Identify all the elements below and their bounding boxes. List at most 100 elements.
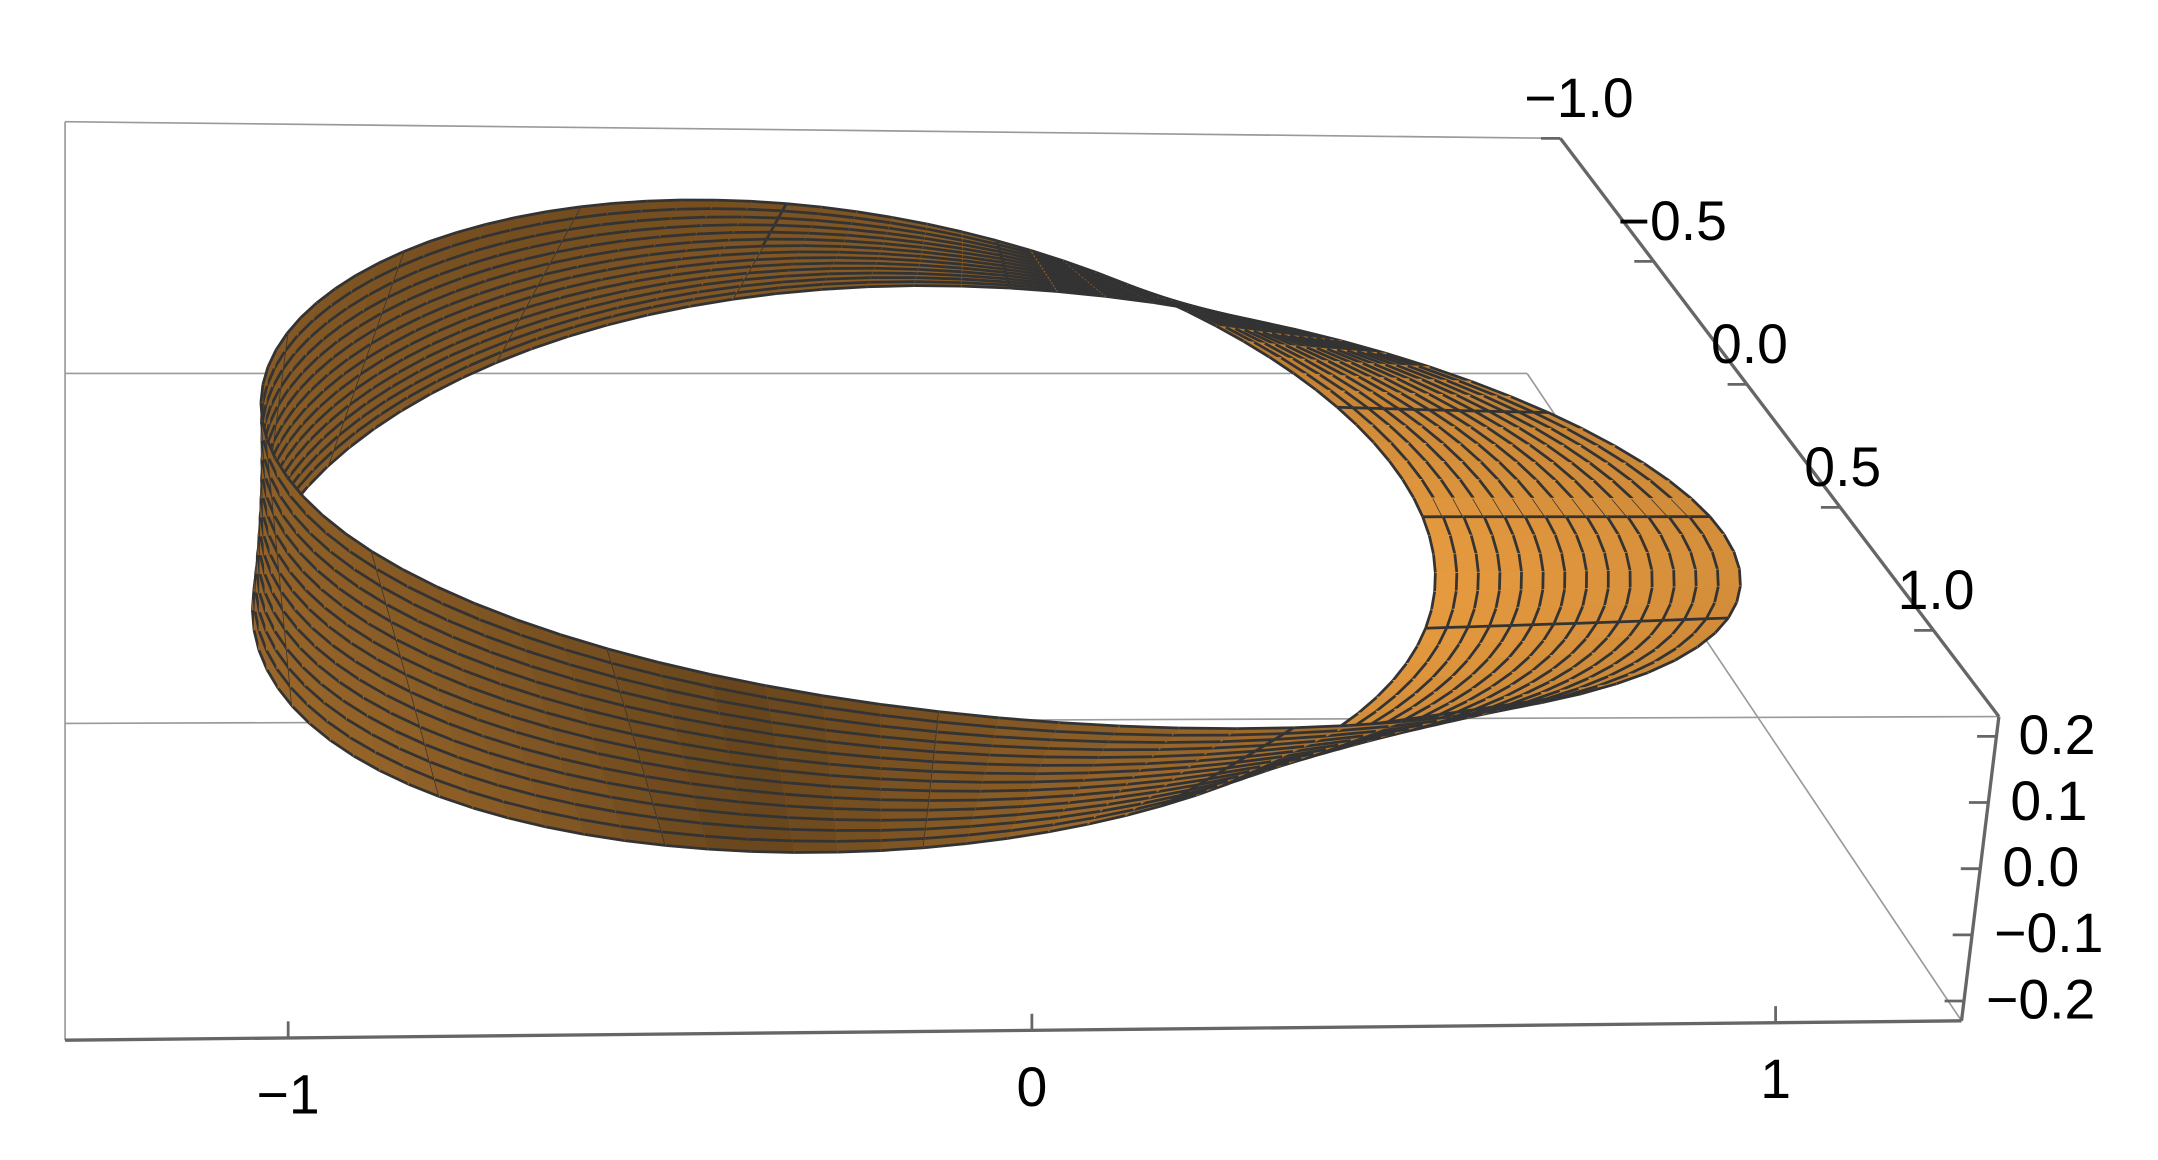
mesh-line <box>322 374 344 393</box>
mesh-line <box>1011 823 1054 832</box>
mesh-line <box>1351 406 1375 427</box>
mesh-line <box>784 792 833 799</box>
mesh-line <box>1510 623 1533 627</box>
mesh-line <box>1627 620 1642 638</box>
mesh-line <box>821 694 881 706</box>
mesh-line <box>357 312 382 329</box>
mesh-line <box>1375 694 1397 713</box>
mesh-line <box>525 649 571 666</box>
mesh-line <box>305 513 328 535</box>
mesh-line <box>478 718 517 734</box>
mesh-line <box>1280 333 1318 350</box>
mesh-line <box>888 226 927 236</box>
mesh-line <box>1198 774 1239 787</box>
mesh-line <box>1180 766 1227 775</box>
mesh-line <box>273 351 286 370</box>
mesh-line <box>1596 673 1629 688</box>
mesh-line <box>1646 552 1654 571</box>
mesh-line <box>1584 621 1599 640</box>
mesh-line <box>1225 326 1255 344</box>
mesh-line <box>1510 655 1531 674</box>
mesh-line <box>402 343 432 361</box>
mesh-line <box>1212 744 1265 750</box>
mesh-line <box>1095 271 1129 286</box>
mesh-line <box>362 296 388 313</box>
mesh-line <box>1416 627 1427 647</box>
mesh-line <box>336 326 359 343</box>
mesh-line <box>261 497 270 517</box>
mesh-line <box>975 805 1023 811</box>
mesh-line <box>1219 316 1255 333</box>
mesh-line <box>1456 393 1490 413</box>
mesh-line <box>503 234 536 245</box>
mesh-line <box>1591 651 1614 668</box>
mesh-line <box>620 690 670 705</box>
mesh-line <box>1674 645 1699 662</box>
mesh-line <box>466 254 498 267</box>
mesh-line <box>271 592 285 613</box>
mesh-line <box>439 795 474 810</box>
mesh-line <box>1408 377 1444 396</box>
mesh-line <box>1303 739 1351 748</box>
mesh-line <box>697 808 744 816</box>
mesh-line <box>1569 637 1587 656</box>
mesh-line <box>317 664 341 684</box>
mesh-line <box>751 850 795 854</box>
mesh-line <box>479 618 522 637</box>
mesh-line <box>467 685 507 702</box>
mesh-line <box>1338 735 1382 747</box>
mesh-line <box>808 231 847 237</box>
mesh-line <box>415 708 450 725</box>
mesh-line <box>321 514 347 535</box>
mesh-line <box>1367 407 1391 427</box>
surface-patch <box>1432 553 1458 574</box>
mesh-line <box>560 234 596 243</box>
mesh-line <box>560 633 609 651</box>
mesh-line <box>826 276 872 281</box>
mesh-line <box>1264 342 1294 360</box>
mesh-line <box>503 800 542 813</box>
mesh-line <box>1363 727 1410 738</box>
mesh-line <box>933 770 986 775</box>
surface-patch <box>1651 569 1675 589</box>
mesh-line <box>880 777 933 783</box>
mesh-line <box>1430 591 1437 611</box>
mesh-line <box>978 797 1027 802</box>
mesh-line <box>1156 783 1199 794</box>
mesh-line <box>503 284 538 298</box>
mesh-line <box>1462 516 1473 536</box>
mesh-line <box>422 637 459 655</box>
mesh-line <box>1587 663 1614 680</box>
mesh-line <box>1480 461 1500 482</box>
mesh-line <box>962 262 1005 271</box>
mesh-line <box>323 701 348 721</box>
mesh-line <box>541 316 580 331</box>
mesh-line <box>396 638 430 657</box>
mesh-line <box>1002 260 1044 271</box>
mesh-line <box>448 722 485 738</box>
mesh-line <box>1255 745 1305 753</box>
mesh-line <box>1597 620 1619 624</box>
mesh-line <box>680 253 720 261</box>
mesh-line <box>1575 621 1598 625</box>
mesh-line <box>754 256 796 262</box>
mesh-line <box>345 294 369 310</box>
mesh-line <box>656 290 698 301</box>
mesh-line <box>725 737 777 748</box>
mesh-line <box>1093 808 1134 820</box>
mesh-line <box>457 756 495 771</box>
mesh-line <box>593 737 638 750</box>
mesh-line <box>1055 287 1104 296</box>
mesh-line <box>675 207 711 211</box>
mesh-line <box>722 724 775 736</box>
mesh-line <box>281 514 298 535</box>
mesh-line <box>1625 462 1652 483</box>
mesh-line <box>829 762 882 770</box>
mesh-line <box>320 683 345 702</box>
mesh-line <box>856 210 893 219</box>
mesh-line <box>1437 425 1462 446</box>
mesh-line <box>1220 738 1275 744</box>
mesh-line <box>1253 329 1287 347</box>
mesh-line <box>1554 479 1574 500</box>
